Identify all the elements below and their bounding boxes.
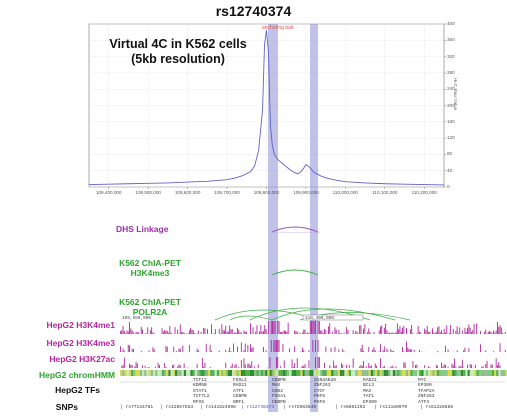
chromhmm-label: HepG2 chromHMM xyxy=(38,370,115,380)
x-tick-label: 110,200,000 xyxy=(411,190,437,195)
snp-item: | rs61326686 xyxy=(420,405,454,410)
virtual-4c-label: Virtual 4C in K562 cells (5kb resolution… xyxy=(108,37,248,67)
dhs-linkage-label: DHS Linkage xyxy=(116,224,169,234)
snp-item: | rs12857553 xyxy=(160,405,194,410)
virtual-4c-line2: (5kb resolution) xyxy=(131,52,225,66)
y-tick-label: 120 xyxy=(447,135,455,141)
y-tick-label: 240 xyxy=(447,86,455,92)
x-axis xyxy=(108,187,425,189)
snp-item: | rs6661202 xyxy=(335,405,366,410)
highlight-column-left xyxy=(268,24,278,412)
chiapet-polr2a-label: K562 ChIA-PET POLR2A xyxy=(105,297,195,317)
series-line xyxy=(88,30,445,186)
snp-item: | rs72963649 xyxy=(283,405,317,410)
h3k4me1-signal xyxy=(120,321,506,334)
h3k4me3-label: HepG2 H3K4me3 xyxy=(46,338,115,348)
chiapet-polr2a-line2: POLR2A xyxy=(132,307,168,317)
chiapet-h3k4me3-arc xyxy=(271,269,319,276)
y-tick-label: 200 xyxy=(447,102,455,108)
y-tick-label: 80 xyxy=(447,151,453,157)
virtual-4c-line1: Virtual 4C in K562 cells xyxy=(109,37,247,51)
chiapet-polr2a-line1: K562 ChIA-PET xyxy=(119,297,181,307)
tf-column-2: FOSL1 RAD21 ATF1 CEBPB NRF1 xyxy=(233,378,247,405)
chiapet-h3k4me3-line2: H3K4me3 xyxy=(130,268,170,278)
x-tick-label: 109,700,000 xyxy=(214,190,240,195)
y-tick-label: 160 xyxy=(447,118,455,124)
polr2a-coordinate-box xyxy=(302,314,364,321)
h3k27ac-label: HepG2 H3K27ac xyxy=(49,354,115,364)
y-tick-label: 400 xyxy=(447,21,455,26)
y-tick-label: 280 xyxy=(447,69,455,75)
y-tick-label: 0 xyxy=(447,184,450,189)
x-tick-label: 109,400,000 xyxy=(95,190,122,195)
tfs-label: HepG2 TFs xyxy=(55,385,100,395)
h3k27ac-signal xyxy=(121,357,501,368)
y-tick-label: 320 xyxy=(447,53,455,59)
chromhmm-track xyxy=(120,370,507,376)
figure-title: rs12740374 xyxy=(215,3,292,19)
snp-item: | rs77134781 xyxy=(120,405,154,410)
x-tick-label: 109,600,000 xyxy=(174,190,201,195)
y-tick-label: 360 xyxy=(447,37,455,43)
anchor-label: anchoring bait xyxy=(262,25,294,31)
highlight-column-right xyxy=(310,24,318,412)
x-tick-label: 110,000,000 xyxy=(332,190,358,195)
snps-label: SNPs xyxy=(55,402,78,412)
chiapet-h3k4me3-label: K562 ChIA-PET H3K4me3 xyxy=(105,258,195,278)
tf-column-3: CEBPB MAX CHD2 FOXA1 CEBPB xyxy=(272,378,286,405)
x-tick-label: 109,800,000 xyxy=(253,190,280,195)
x-tick-label: 109,500,000 xyxy=(135,190,161,195)
coord-left: 109,550,000 xyxy=(122,316,151,321)
snp-item: | rs141624996 xyxy=(200,405,236,410)
x-tick-label: 110,100,000 xyxy=(372,190,398,195)
tf-column-5: RAD21 BCL3 MAX TAF1 EP300 xyxy=(363,378,377,405)
tf-column-6: MYC EP300 TFAP2A ZNF263 ATF3 xyxy=(418,378,435,405)
snp-item: | rs11160970 xyxy=(374,405,408,410)
snp-item: | rs12740374 xyxy=(241,405,275,410)
tf-column-4: SIN3AK20 ZNF263 CTCF PHF8 PHF8 xyxy=(314,378,337,405)
plot-gridlines xyxy=(89,23,444,188)
virtual-4c-series xyxy=(88,30,445,186)
tf-column-1: TCF12 KDM5B STAT1 TCF7L2 RFX5 xyxy=(193,378,210,405)
coord-right: 110,400,000 xyxy=(305,315,334,321)
y-axis xyxy=(444,23,446,188)
h3k4me3-signal xyxy=(120,340,506,352)
h3k4me1-label: HepG2 H3K4me1 xyxy=(46,320,115,330)
x-tick-label: 109,900,000 xyxy=(293,190,319,195)
chiapet-h3k4me3-line1: K562 ChIA-PET xyxy=(119,258,181,268)
dhs-linkage-arc xyxy=(271,226,319,233)
y-tick-label: 40 xyxy=(447,167,453,173)
chip-seq-tracks xyxy=(120,321,506,368)
